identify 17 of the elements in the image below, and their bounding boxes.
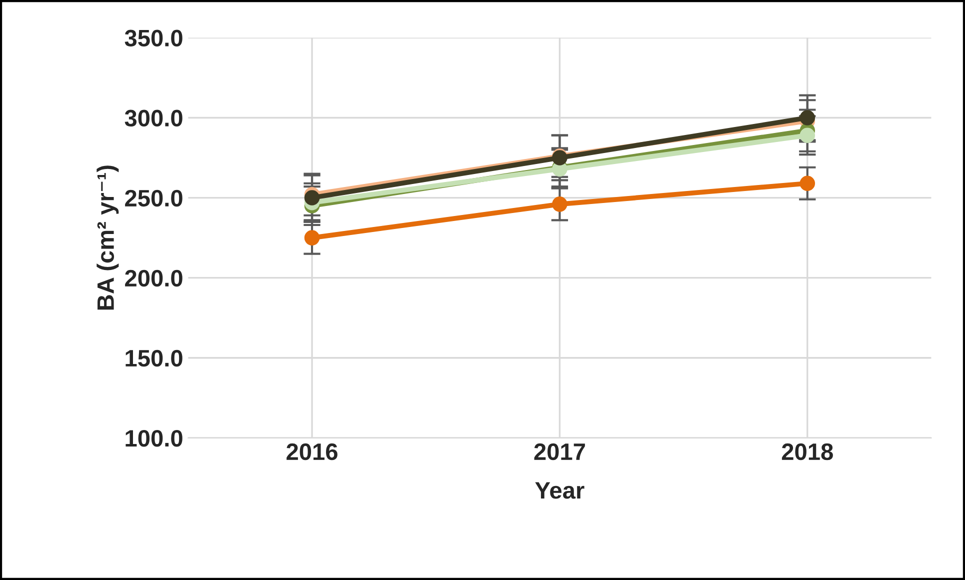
point [800,128,816,143]
y-axis-title: BA (cm² yr⁻¹) [96,166,119,310]
point [800,176,816,192]
point [800,110,816,126]
y-tick-label: 250.0 [125,190,182,207]
point [552,196,568,212]
y-tick-label: 100.0 [126,430,182,447]
y-tick-label: 200.0 [125,270,182,287]
y-tick-label: 350.0 [124,30,182,47]
x-tick-label: 2016 [286,443,338,460]
x-tick-label: 2017 [534,443,585,460]
y-tick-label: 300.0 [124,110,182,127]
y-tick-label: 150.0 [126,350,182,367]
x-axis-title: Year [535,482,584,499]
point [304,190,320,206]
x-tick-label: 2018 [782,443,833,460]
point [304,230,320,246]
